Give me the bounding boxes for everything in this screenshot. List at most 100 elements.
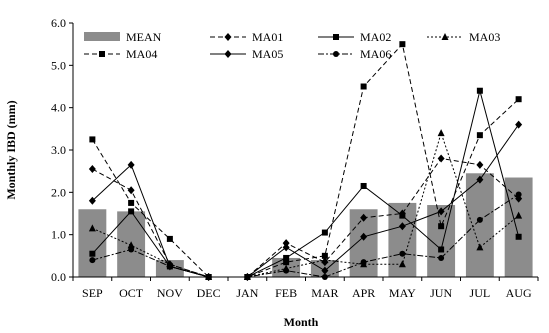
x-tick-label-jul: JUL bbox=[470, 286, 491, 300]
x-tick-label-may: MAY bbox=[389, 286, 416, 300]
point-ma05-apr bbox=[360, 232, 368, 241]
legend-label-ma04: MA04 bbox=[126, 47, 157, 61]
legend: MEAN MA01 MA02 MA03 MA04 MA05 MA06 bbox=[84, 30, 500, 61]
point-ma04-jun bbox=[438, 223, 445, 230]
point-ma04-feb bbox=[283, 259, 290, 266]
x-axis-title: Month bbox=[284, 315, 319, 329]
point-ma01-oct bbox=[127, 186, 135, 195]
line-ma03 bbox=[92, 131, 519, 278]
legend-label-mean: MEAN bbox=[126, 30, 162, 44]
point-ma05-mar bbox=[321, 266, 329, 275]
point-ma05-jun bbox=[437, 207, 445, 216]
point-ma04-sep bbox=[89, 136, 96, 143]
point-ma06-mar bbox=[321, 274, 328, 280]
y-tick-label: 2.0 bbox=[51, 185, 66, 199]
point-ma05-aug bbox=[515, 120, 523, 129]
x-tick-label-nov: NOV bbox=[157, 286, 183, 300]
y-tick-label: 1.0 bbox=[51, 228, 66, 242]
point-ma02-may bbox=[399, 212, 406, 219]
lines-group bbox=[88, 41, 523, 281]
legend-label-ma05: MA05 bbox=[252, 47, 283, 61]
legend-marker-ma05 bbox=[224, 50, 232, 58]
legend-marker-ma06 bbox=[333, 51, 339, 57]
legend-marker-ma03 bbox=[441, 33, 449, 40]
x-tick-label-feb: FEB bbox=[275, 286, 297, 300]
point-ma06-jan bbox=[244, 274, 251, 280]
point-ma06-apr bbox=[360, 259, 367, 266]
line-ma06 bbox=[92, 194, 519, 278]
point-ma06-feb bbox=[283, 267, 290, 274]
point-ma01-jul bbox=[476, 160, 484, 169]
point-ma03-jun bbox=[437, 129, 445, 137]
point-ma04-jul bbox=[476, 132, 483, 139]
point-ma02-feb bbox=[283, 254, 290, 261]
point-ma05-jul bbox=[476, 175, 484, 184]
y-tick-label: 6.0 bbox=[51, 16, 66, 30]
line-ma02 bbox=[92, 90, 520, 278]
point-ma02-mar bbox=[321, 229, 328, 236]
point-ma02-sep bbox=[89, 250, 96, 257]
point-ma01-sep bbox=[88, 165, 96, 174]
x-tick-label-jun: JUN bbox=[430, 286, 452, 300]
point-ma03-mar bbox=[321, 256, 329, 264]
point-ma01-jun bbox=[437, 154, 445, 163]
x-tick-label-jan: JAN bbox=[236, 286, 258, 300]
x-tick-label-sep: SEP bbox=[82, 286, 103, 300]
point-ma06-jul bbox=[476, 216, 483, 223]
point-ma04-aug bbox=[515, 96, 522, 103]
point-ma06-dec bbox=[205, 274, 212, 280]
point-ma06-oct bbox=[128, 246, 135, 253]
point-ma02-jun bbox=[438, 246, 445, 253]
bar-mean-jul bbox=[465, 173, 494, 277]
x-tick-label-aug: AUG bbox=[506, 286, 532, 300]
x-tick-label-apr: APR bbox=[352, 286, 375, 300]
point-ma04-apr bbox=[360, 83, 367, 90]
legend-label-ma06: MA06 bbox=[360, 47, 391, 61]
x-tick-label-mar: MAR bbox=[311, 286, 338, 300]
point-ma06-jun bbox=[438, 254, 445, 261]
y-tick-label: 4.0 bbox=[51, 101, 66, 115]
legend-swatch-mean bbox=[84, 32, 120, 41]
bars-group bbox=[78, 173, 533, 277]
legend-marker-ma02 bbox=[333, 34, 339, 40]
point-ma05-sep bbox=[88, 196, 96, 205]
point-ma05-oct bbox=[127, 160, 135, 169]
point-ma04-may bbox=[399, 41, 406, 48]
point-ma02-oct bbox=[128, 208, 135, 215]
legend-label-ma01: MA01 bbox=[252, 30, 283, 44]
y-tick-label: 0.0 bbox=[51, 270, 66, 284]
point-ma03-aug bbox=[515, 211, 523, 219]
point-ma06-nov bbox=[166, 263, 173, 270]
x-tick-label-oct: OCT bbox=[119, 286, 144, 300]
point-ma02-apr bbox=[360, 182, 367, 189]
axes-group: 0.0 1.0 2.0 3.0 4.0 5.0 6.0 SEP OCT NOV DEC JAN FEB M… bbox=[51, 16, 539, 300]
point-ma03-sep bbox=[88, 224, 96, 232]
legend-label-ma03: MA03 bbox=[469, 30, 500, 44]
point-ma04-oct bbox=[128, 199, 135, 206]
x-tick-label-dec: DEC bbox=[197, 286, 221, 300]
point-ma03-oct bbox=[127, 241, 135, 249]
legend-label-ma02: MA02 bbox=[360, 30, 391, 44]
y-tick-label: 3.0 bbox=[51, 143, 66, 157]
point-ma03-may bbox=[398, 260, 406, 268]
point-ma01-apr bbox=[360, 213, 368, 222]
y-tick-label: 5.0 bbox=[51, 58, 66, 72]
line-ma05 bbox=[92, 124, 520, 278]
point-ma06-aug bbox=[515, 191, 522, 198]
point-ma06-may bbox=[399, 250, 406, 257]
y-axis-title: Monthly IBD (mm) bbox=[4, 100, 18, 199]
point-ma05-may bbox=[398, 222, 406, 231]
line-ma01 bbox=[92, 157, 519, 278]
legend-marker-ma01 bbox=[224, 33, 232, 41]
point-ma04-nov bbox=[166, 235, 173, 242]
point-ma06-sep bbox=[89, 257, 96, 264]
point-ma02-aug bbox=[515, 233, 522, 240]
point-ma03-jul bbox=[476, 243, 484, 251]
point-ma01-feb bbox=[282, 239, 290, 248]
point-ma02-jul bbox=[476, 87, 483, 94]
point-ma05-feb bbox=[282, 243, 290, 252]
legend-marker-ma04 bbox=[99, 51, 105, 57]
point-ma04-mar bbox=[321, 252, 328, 259]
